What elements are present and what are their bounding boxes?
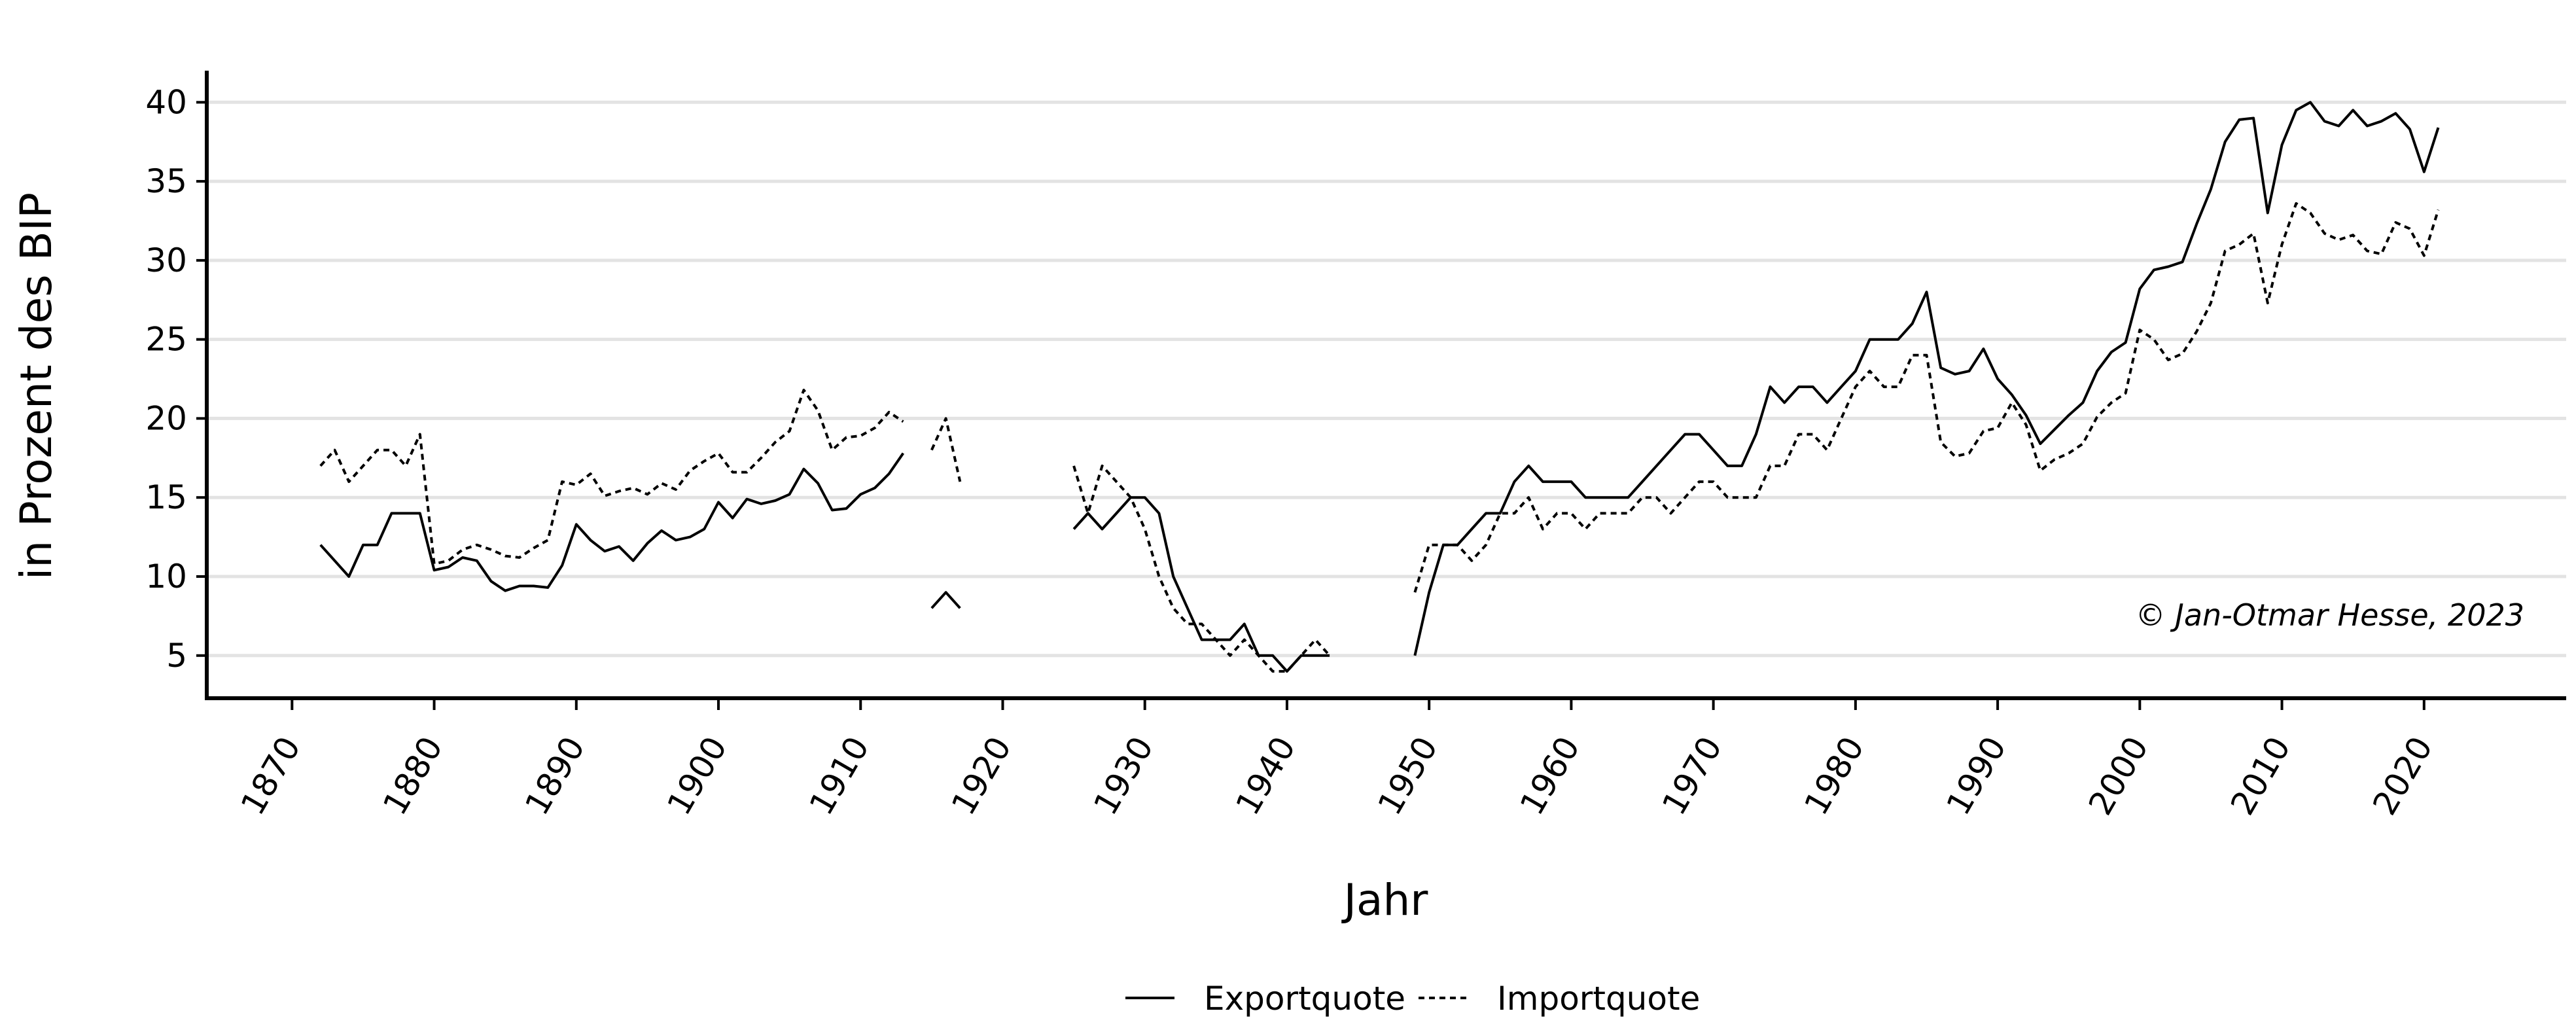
x-tick-label-2020: 2020 <box>2365 730 2440 821</box>
y-tick-label-20: 20 <box>145 399 187 437</box>
y-axis-ticks: 5 10 15 20 25 30 35 40 <box>145 83 207 675</box>
series-importquote-segment-3 <box>1413 202 2440 593</box>
copyright-annotation: © Jan-Otmar Hesse, 2023 <box>2136 597 2524 633</box>
y-tick-label-25: 25 <box>145 321 187 359</box>
series-exportquote-segment-3 <box>1413 101 2440 656</box>
y-tick-label-40: 40 <box>145 83 187 121</box>
x-tick-label-1890: 1890 <box>518 730 592 821</box>
x-tick-label-1970: 1970 <box>1655 730 1729 821</box>
series-lines <box>319 101 2440 673</box>
x-tick-label-1930: 1930 <box>1086 730 1161 821</box>
x-tick-label-1920: 1920 <box>944 730 1019 821</box>
series-exportquote-segment-2 <box>1072 496 1330 673</box>
x-tick-label-2000: 2000 <box>2081 730 2156 821</box>
series-exportquote <box>319 101 2440 673</box>
x-tick-label-1870: 1870 <box>234 730 308 821</box>
x-tick-label-1960: 1960 <box>1513 730 1587 821</box>
axes <box>205 71 2566 700</box>
x-tick-label-1940: 1940 <box>1228 730 1303 821</box>
gridlines <box>207 100 2566 658</box>
series-importquote-segment-1 <box>930 417 962 482</box>
x-tick-label-2010: 2010 <box>2223 730 2298 821</box>
y-tick-label-10: 10 <box>145 558 187 595</box>
x-tick-label-1950: 1950 <box>1371 730 1445 821</box>
y-tick-label-15: 15 <box>145 478 187 516</box>
legend-label-importquote: Importquote <box>1497 980 1700 1018</box>
x-tick-label-1880: 1880 <box>376 730 450 821</box>
series-importquote-segment-0 <box>319 389 904 565</box>
series-importquote <box>319 202 2440 673</box>
x-axis-title: Jahr <box>1341 875 1429 925</box>
legend-label-exportquote: Exportquote <box>1204 980 1405 1018</box>
x-tick-label-1980: 1980 <box>1797 730 1871 821</box>
series-exportquote-segment-1 <box>930 591 961 609</box>
legend: Exportquote Importquote <box>1125 980 1700 1018</box>
series-importquote-segment-2 <box>1072 464 1331 673</box>
x-tick-label-1990: 1990 <box>1939 730 2014 821</box>
x-tick-label-1900: 1900 <box>660 730 735 821</box>
y-tick-label-30: 30 <box>145 241 187 279</box>
y-axis-title: in Prozent des BIP <box>11 192 62 580</box>
series-exportquote-segment-0 <box>319 452 905 592</box>
x-axis-ticks: 1870 1880 1890 1900 1910 1920 1930 1940 1950 1960… <box>234 698 2440 821</box>
y-tick-label-35: 35 <box>145 162 187 200</box>
x-tick-label-1910: 1910 <box>802 730 877 821</box>
y-tick-label-5: 5 <box>166 637 187 675</box>
